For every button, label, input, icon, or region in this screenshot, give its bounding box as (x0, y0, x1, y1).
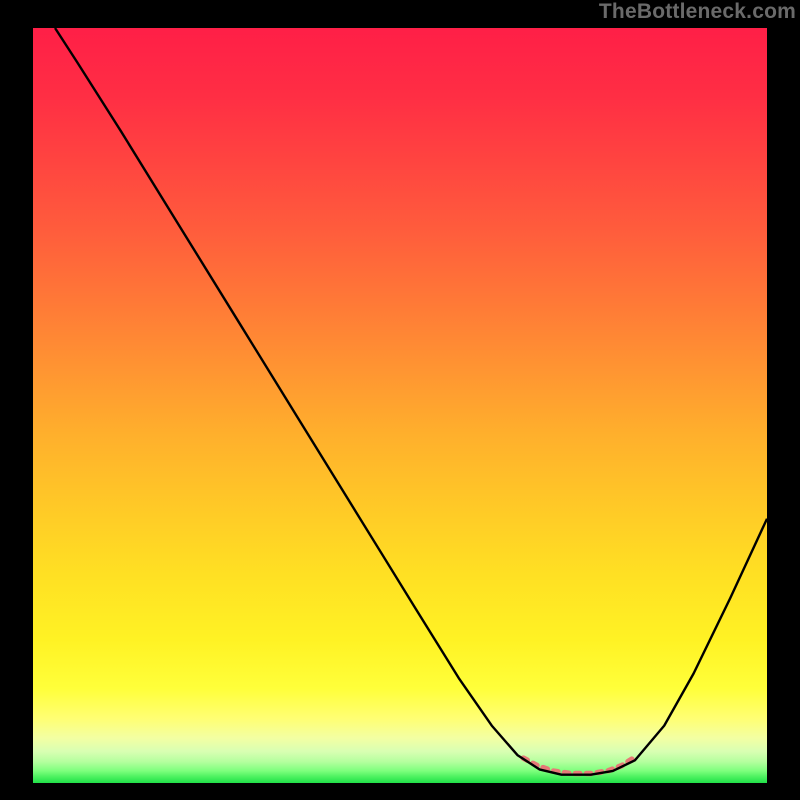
chart-frame: TheBottleneck.com (0, 0, 800, 800)
watermark-text: TheBottleneck.com (599, 0, 796, 24)
gradient-background (33, 28, 767, 783)
plot-area (33, 28, 767, 783)
bottleneck-curve-chart (33, 28, 767, 783)
